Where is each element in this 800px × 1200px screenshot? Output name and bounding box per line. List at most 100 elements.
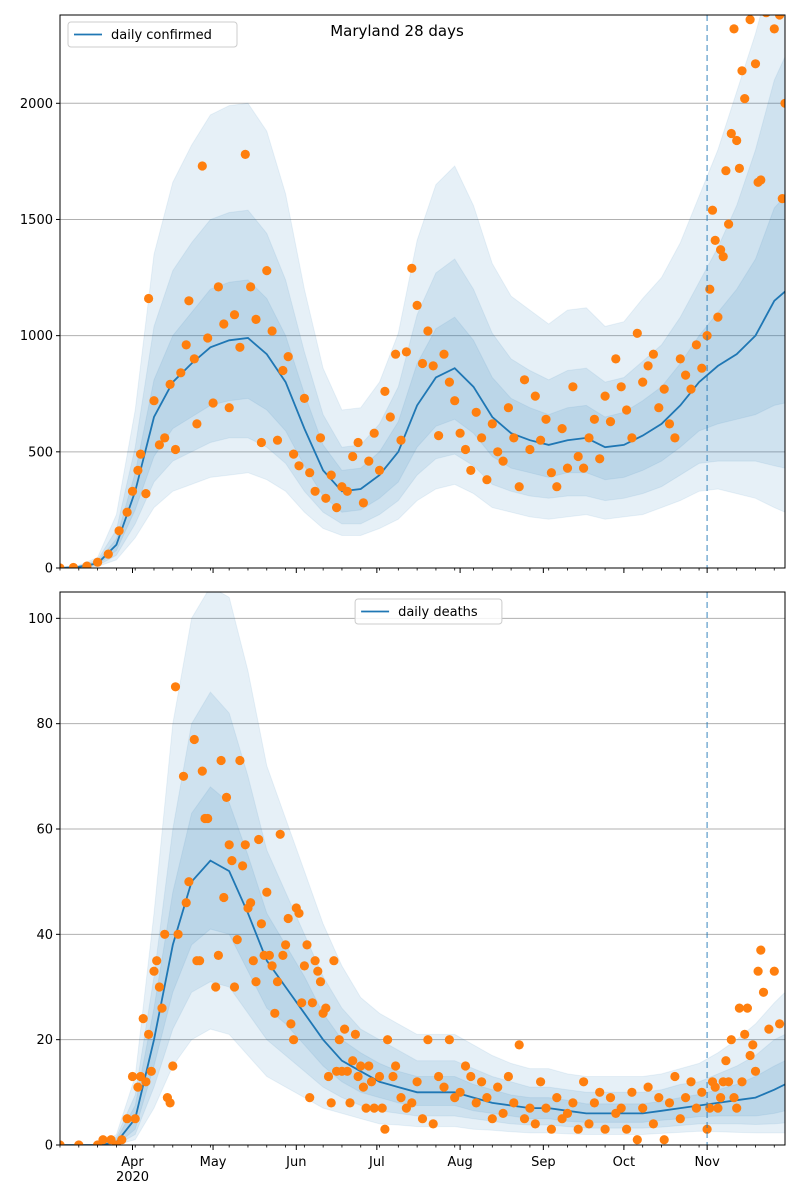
x-tick-label: Apr: [121, 1155, 144, 1170]
data-point: [165, 1098, 175, 1108]
data-point: [729, 1093, 739, 1103]
data-point: [740, 1029, 750, 1039]
data-point: [732, 1103, 742, 1113]
data-point: [579, 463, 589, 473]
data-point: [450, 396, 460, 406]
data-point: [208, 398, 218, 408]
data-point: [275, 829, 285, 839]
data-point: [130, 1114, 140, 1124]
data-point: [648, 1119, 659, 1129]
data-point: [160, 929, 170, 939]
data-point: [552, 482, 562, 492]
data-point: [138, 1014, 148, 1024]
x-tick-label: Jul: [368, 1155, 385, 1170]
data-point: [294, 908, 304, 918]
data-point: [460, 444, 471, 455]
data-point: [221, 792, 232, 803]
data-point: [595, 454, 605, 464]
data-point: [756, 945, 766, 955]
data-point: [444, 1035, 454, 1045]
x-tick-label: 2020: [116, 1170, 149, 1185]
data-point: [127, 1071, 138, 1082]
data-point: [775, 1019, 785, 1029]
data-point: [724, 1077, 734, 1087]
data-point: [589, 414, 600, 424]
data-point: [136, 449, 146, 459]
y-tick-label: 1500: [20, 213, 53, 228]
data-point: [195, 956, 205, 966]
data-point: [726, 128, 736, 139]
data-point: [122, 507, 132, 517]
data-point: [173, 929, 183, 939]
data-point: [289, 1035, 299, 1045]
confirmed-chart-panel: 0 500 1000 1500 2000 daily confirmed: [20, 14, 786, 577]
data-point: [238, 861, 248, 871]
data-point: [729, 24, 739, 34]
data-point: [353, 437, 363, 448]
data-point: [681, 1093, 691, 1103]
data-point: [654, 1093, 664, 1103]
data-point: [611, 354, 621, 364]
data-point: [348, 1056, 358, 1066]
data-point: [750, 1066, 761, 1076]
data-point: [482, 475, 492, 485]
y-tick-label: 100: [28, 612, 53, 627]
data-point: [428, 1119, 438, 1129]
data-point: [697, 1087, 707, 1097]
data-point: [777, 194, 785, 204]
data-point: [439, 349, 449, 359]
data-point: [659, 1135, 669, 1145]
data-point: [525, 444, 535, 455]
data-point: [213, 950, 223, 961]
data-point: [326, 470, 336, 480]
data-point: [127, 486, 138, 496]
data-point: [369, 428, 379, 438]
data-point: [133, 1082, 143, 1092]
data-point: [262, 887, 272, 897]
data-point: [514, 1040, 524, 1050]
data-point: [740, 94, 750, 104]
data-point: [407, 1098, 417, 1108]
legend-box: [67, 21, 238, 48]
data-point: [307, 998, 317, 1008]
data-point: [114, 526, 124, 536]
data-point: [584, 1119, 594, 1129]
data-point: [460, 1061, 471, 1071]
data-point: [756, 175, 766, 185]
data-point: [536, 435, 546, 445]
data-point: [348, 451, 358, 462]
data-point: [203, 333, 213, 343]
data-point: [745, 15, 755, 25]
data-point: [423, 326, 433, 336]
data-point: [329, 956, 339, 966]
data-point: [251, 314, 261, 324]
data-point: [632, 1135, 642, 1145]
data-point: [391, 1061, 401, 1071]
data-point: [144, 1029, 154, 1039]
data-point: [181, 898, 191, 908]
data-point: [117, 1135, 127, 1145]
data-point: [439, 1082, 449, 1092]
data-point: [552, 1093, 562, 1103]
data-point: [189, 354, 199, 364]
data-point: [584, 433, 594, 443]
data-point: [299, 961, 309, 971]
x-tick-label: Sep: [531, 1155, 556, 1170]
data-point: [383, 1035, 393, 1045]
figure-title: Maryland 28 days: [330, 22, 464, 40]
data-point: [391, 349, 401, 359]
data-point: [769, 966, 779, 976]
data-point: [267, 326, 277, 336]
data-point: [216, 755, 226, 766]
data-point: [152, 956, 162, 966]
data-point: [178, 771, 189, 781]
data-point: [780, 98, 785, 108]
data-point: [659, 384, 669, 394]
data-point: [726, 1035, 736, 1045]
data-point: [68, 562, 78, 568]
y-tick-label: 0: [45, 1139, 53, 1154]
data-point: [176, 368, 186, 378]
data-point: [434, 1071, 444, 1082]
data-point: [697, 363, 707, 373]
